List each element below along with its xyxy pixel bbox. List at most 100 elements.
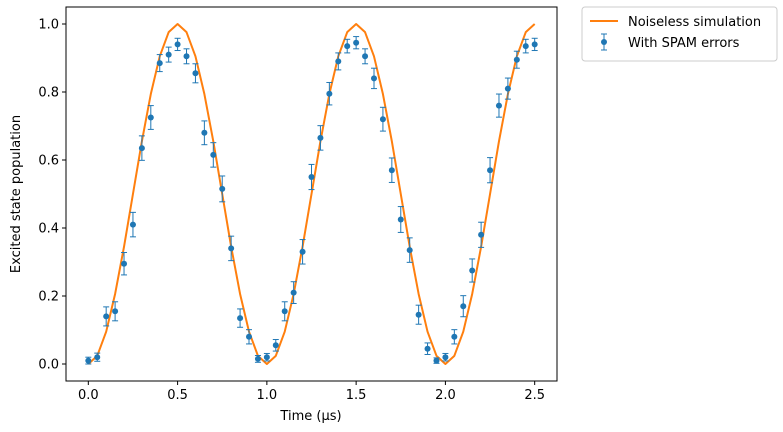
errorbar-point: [308, 163, 315, 191]
y-tick-label: 0.4: [38, 222, 59, 237]
data-point: [442, 354, 449, 361]
errorbar-point: [112, 301, 119, 322]
errorbar-point: [362, 48, 369, 65]
errorbar-point: [219, 175, 226, 203]
data-point: [397, 216, 404, 223]
x-tick-label: 1.0: [257, 388, 278, 403]
errorbar-point: [460, 295, 467, 318]
data-point: [487, 167, 494, 174]
data-point: [460, 303, 467, 310]
errorbar-point: [290, 281, 297, 304]
data-point: [103, 313, 110, 320]
data-point: [379, 116, 386, 123]
data-point: [362, 53, 369, 60]
errorbar-point: [451, 329, 458, 345]
x-tick-label: 2.5: [524, 388, 545, 403]
data-point: [281, 308, 288, 315]
data-point: [219, 185, 226, 192]
x-axis-label: Time (μs): [279, 409, 341, 424]
data-point: [522, 43, 529, 50]
data-point: [451, 333, 458, 340]
errorbar-point: [487, 157, 494, 184]
errorbar-point: [379, 106, 386, 132]
x-tick-label: 0.0: [78, 388, 99, 403]
errorbar-point: [147, 105, 154, 130]
data-point: [504, 85, 511, 92]
errorbar-point: [388, 157, 395, 183]
y-tick-label: 0.0: [38, 358, 59, 373]
errorbar-point: [299, 239, 306, 265]
errorbar-point: [424, 342, 431, 355]
data-point: [406, 247, 413, 254]
legend: Noiseless simulation With SPAM errors: [581, 6, 778, 62]
errorbar-point: [192, 63, 199, 84]
x-axis: 0.0 0.5 1.0 1.5 2.0 2.5: [78, 381, 545, 403]
data-point: [165, 51, 172, 58]
data-point: [531, 41, 538, 48]
y-tick-label: 0.6: [38, 154, 59, 169]
series-line-noiseless-simulation: [87, 23, 536, 365]
data-point: [263, 354, 270, 361]
errorbar-point: [522, 38, 529, 54]
data-point: [299, 248, 306, 255]
errorbar-point: [326, 81, 333, 106]
data-point: [388, 167, 395, 174]
y-tick-label: 0.8: [38, 86, 59, 101]
data-point: [147, 114, 154, 121]
errorbar-point: [344, 38, 351, 54]
errorbar-point: [201, 120, 208, 146]
y-tick-label: 0.2: [38, 290, 59, 305]
data-point: [272, 342, 279, 349]
data-point: [210, 151, 217, 158]
errorbar-point: [406, 237, 413, 263]
data-point: [308, 174, 315, 180]
data-point: [424, 345, 431, 352]
errorbar-point: [85, 356, 92, 365]
errorbar-point: [478, 221, 485, 248]
data-point: [415, 311, 422, 318]
legend-label-noiseless: Noiseless simulation: [628, 15, 761, 30]
errorbar-point: [370, 67, 377, 90]
errorbar-point: [174, 37, 181, 52]
data-point: [353, 39, 360, 46]
legend-label-spam: With SPAM errors: [628, 36, 740, 51]
data-point: [370, 75, 377, 82]
axes-frame: [65, 6, 558, 382]
data-point: [469, 267, 476, 274]
data-point: [335, 58, 342, 65]
data-point: [201, 129, 208, 136]
errorbar-point: [156, 54, 163, 73]
data-point: [513, 56, 520, 63]
data-point: [138, 145, 145, 152]
errorbar-point: [263, 352, 270, 362]
data-point: [129, 221, 136, 228]
errorbar-point: [228, 235, 235, 262]
errorbar-point: [121, 251, 128, 276]
errorbar-point: [531, 37, 538, 52]
data-point: [183, 53, 190, 60]
data-point: [85, 357, 92, 364]
data-point: [317, 134, 324, 141]
errorbar-point: [442, 352, 449, 362]
data-point: [112, 308, 119, 315]
data-point: [174, 41, 181, 48]
data-point: [192, 70, 199, 77]
errorbar-point: [495, 93, 502, 118]
errorbar-point: [281, 301, 288, 322]
data-point: [156, 60, 163, 67]
errorbar-point: [504, 77, 511, 100]
errorbar-point: [254, 355, 261, 363]
x-tick-label: 2.0: [435, 388, 456, 403]
errorbar-point: [335, 52, 342, 71]
errorbar-point: [246, 329, 253, 345]
errorbar-point: [129, 211, 136, 238]
errorbar-point: [272, 339, 279, 352]
plot-area: [85, 23, 538, 365]
errorbar-point: [415, 304, 422, 325]
x-tick-label: 1.5: [346, 388, 367, 403]
errorbar-point: [353, 36, 360, 50]
data-point: [433, 357, 440, 364]
errorbar-point: [138, 135, 145, 161]
